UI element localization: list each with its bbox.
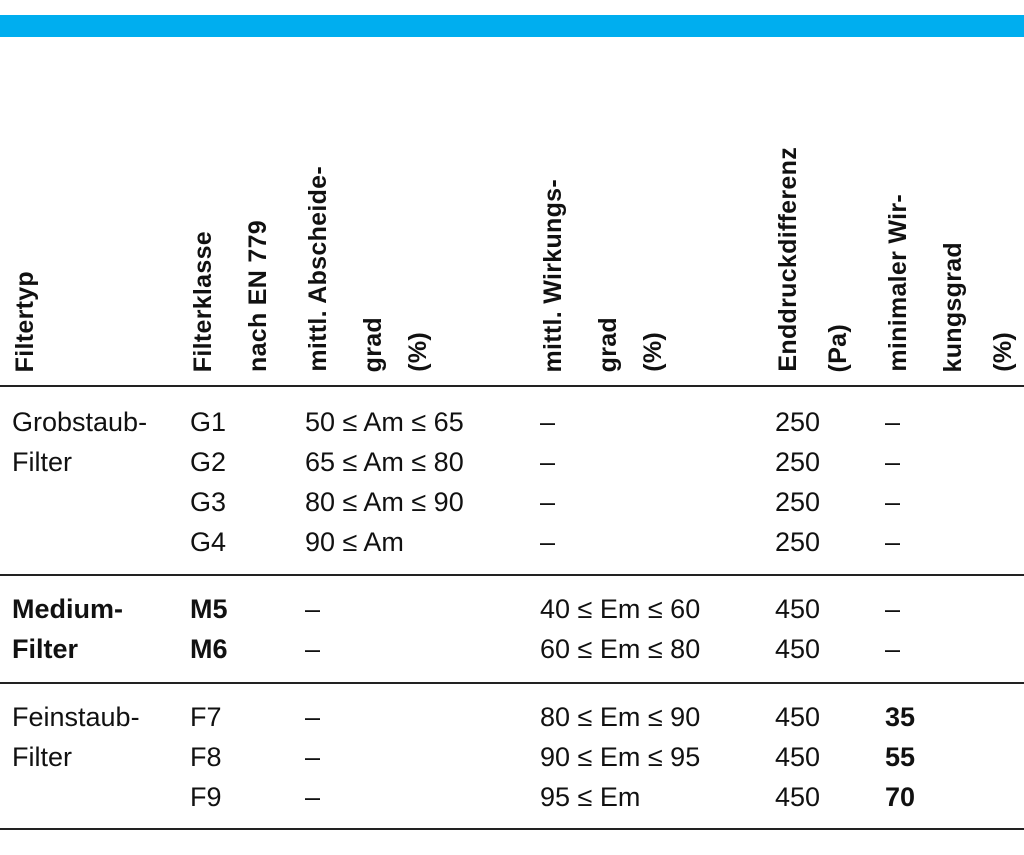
- filter-type-label: Medium-: [12, 594, 123, 624]
- cell-enddruck: 250: [775, 487, 821, 517]
- header-filtertyp: Filtertyp: [11, 270, 39, 372]
- cell-min: –: [885, 594, 901, 624]
- cell-enddruck: 450: [775, 634, 821, 664]
- cell-enddruck: 250: [775, 447, 821, 477]
- cell-min: –: [885, 487, 901, 517]
- cell-abscheidegrad: –: [305, 634, 321, 664]
- cell-abscheidegrad: 65 ≤ Am ≤ 80: [305, 447, 464, 477]
- cell-klasse: M5: [190, 594, 228, 624]
- cell-klasse: G1: [190, 407, 227, 437]
- cell-enddruck: 250: [775, 527, 821, 557]
- header-wirkungsgrad: grad: [594, 316, 622, 372]
- table-rule: [0, 682, 1024, 684]
- header-wirkungsgrad: mittl. Wirkungs-: [539, 178, 567, 372]
- filter-type-label: Grobstaub-: [12, 407, 148, 437]
- cell-abscheidegrad: 80 ≤ Am ≤ 90: [305, 487, 464, 517]
- cell-wirkungsgrad: –: [540, 407, 556, 437]
- header-min-wirkungsgrad: minimaler Wir-: [884, 194, 912, 372]
- cell-klasse: F9: [190, 782, 222, 812]
- cell-enddruck: 450: [775, 782, 821, 812]
- cell-wirkungsgrad: 80 ≤ Em ≤ 90: [540, 702, 701, 732]
- header-abscheidegrad: mittl. Abscheide-: [304, 166, 332, 372]
- cell-abscheidegrad: –: [305, 742, 321, 772]
- cell-abscheidegrad: –: [305, 594, 321, 624]
- cell-abscheidegrad: –: [305, 702, 321, 732]
- cell-klasse: G4: [190, 527, 227, 557]
- cell-min: –: [885, 447, 901, 477]
- cell-klasse: G2: [190, 447, 227, 477]
- cell-enddruck: 450: [775, 742, 821, 772]
- table-rule: [0, 574, 1024, 576]
- cell-klasse: F7: [190, 702, 222, 732]
- cell-abscheidegrad: 90 ≤ Am: [305, 527, 404, 557]
- cell-min: –: [885, 634, 901, 664]
- cell-wirkungsgrad: –: [540, 527, 556, 557]
- table-rule: [0, 385, 1024, 387]
- cell-wirkungsgrad: –: [540, 447, 556, 477]
- cell-min: –: [885, 407, 901, 437]
- header-filterklasse: Filterklasse: [189, 230, 217, 372]
- cell-enddruck: 450: [775, 702, 821, 732]
- cell-wirkungsgrad: 40 ≤ Em ≤ 60: [540, 594, 701, 624]
- header-min-wirkungsgrad: kungsgrad: [939, 241, 967, 373]
- cell-wirkungsgrad: 90 ≤ Em ≤ 95: [540, 742, 701, 772]
- cell-wirkungsgrad: –: [540, 487, 556, 517]
- cell-enddruck: 450: [775, 594, 821, 624]
- filter-type-label: Filter: [12, 447, 72, 477]
- header-wirkungsgrad: (%): [639, 332, 667, 372]
- cell-klasse: G3: [190, 487, 227, 517]
- cell-abscheidegrad: –: [305, 782, 321, 812]
- cell-klasse: M6: [190, 634, 228, 664]
- filter-type-label: Filter: [12, 742, 72, 772]
- cell-abscheidegrad: 50 ≤ Am ≤ 65: [305, 407, 464, 437]
- accent-bar: [0, 15, 1024, 37]
- header-enddruck: (Pa): [824, 323, 852, 372]
- cell-enddruck: 250: [775, 407, 821, 437]
- header-filterklasse: nach EN 779: [244, 220, 272, 372]
- header-abscheidegrad: grad: [359, 316, 387, 372]
- filter-type-label: Feinstaub-: [12, 702, 140, 732]
- cell-wirkungsgrad: 60 ≤ Em ≤ 80: [540, 634, 701, 664]
- cell-klasse: F8: [190, 742, 222, 772]
- cell-wirkungsgrad: 95 ≤ Em: [540, 782, 641, 812]
- header-min-wirkungsgrad: (%): [989, 332, 1017, 372]
- filter-type-label: Filter: [12, 634, 79, 664]
- cell-min: 55: [885, 742, 916, 772]
- cell-min: –: [885, 527, 901, 557]
- cell-min: 35: [885, 702, 916, 732]
- table-rule: [0, 828, 1024, 830]
- cell-min: 70: [885, 782, 916, 812]
- header-enddruck: Enddruckdifferenz: [774, 147, 802, 372]
- header-abscheidegrad: (%): [404, 332, 432, 372]
